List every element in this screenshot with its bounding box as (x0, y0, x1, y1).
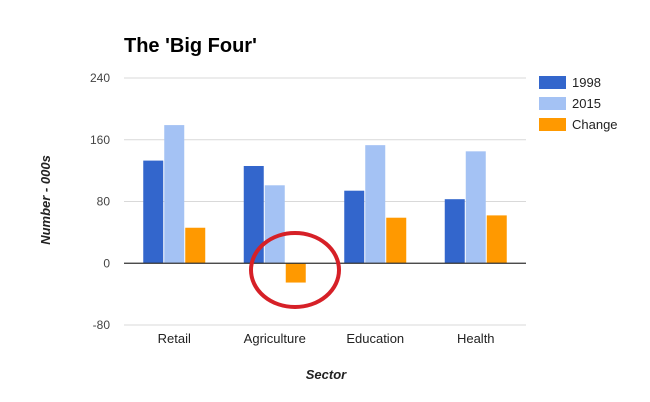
bars (143, 125, 507, 283)
legend-label-2015: 2015 (572, 96, 601, 111)
bar-1998-health (444, 199, 465, 264)
bar-1998-education (344, 190, 365, 264)
bar-change-education (386, 217, 407, 264)
legend-swatch-2015 (539, 97, 566, 110)
legend-label-1998: 1998 (572, 75, 601, 90)
x-axis-ticks: Retail Agriculture Education Health (158, 331, 495, 346)
highlight-circle (249, 231, 341, 309)
bar-2015-retail (164, 125, 185, 264)
bar-2015-education (365, 145, 386, 264)
bar-2015-agriculture (264, 185, 285, 264)
legend: 1998 2015 Change (539, 75, 618, 132)
bar-2015-health (465, 151, 486, 264)
bar-change-retail (185, 227, 206, 264)
y-tick-label: 80 (97, 195, 111, 209)
legend-swatch-change (539, 118, 566, 131)
bar-1998-agriculture (243, 165, 264, 264)
legend-swatch-1998 (539, 76, 566, 89)
category-label: Education (346, 331, 404, 346)
y-tick-label: -80 (93, 318, 111, 332)
category-label: Agriculture (244, 331, 306, 346)
y-tick-label: 0 (103, 256, 110, 270)
y-axis-ticks: -80 0 80 160 240 (90, 71, 110, 332)
y-axis-title: Number - 000s (38, 155, 53, 245)
grid-lines (124, 77, 526, 326)
chart-title: The 'Big Four' (124, 35, 257, 57)
bar-change-agriculture (285, 263, 306, 283)
bar-1998-retail (143, 160, 164, 264)
legend-label-change: Change (572, 117, 618, 132)
category-label: Health (457, 331, 495, 346)
y-tick-label: 160 (90, 133, 110, 147)
annotation-group (249, 231, 341, 309)
x-axis-title: Sector (306, 367, 347, 382)
y-tick-label: 240 (90, 71, 110, 85)
category-label: Retail (158, 331, 191, 346)
bar-change-health (486, 215, 507, 264)
